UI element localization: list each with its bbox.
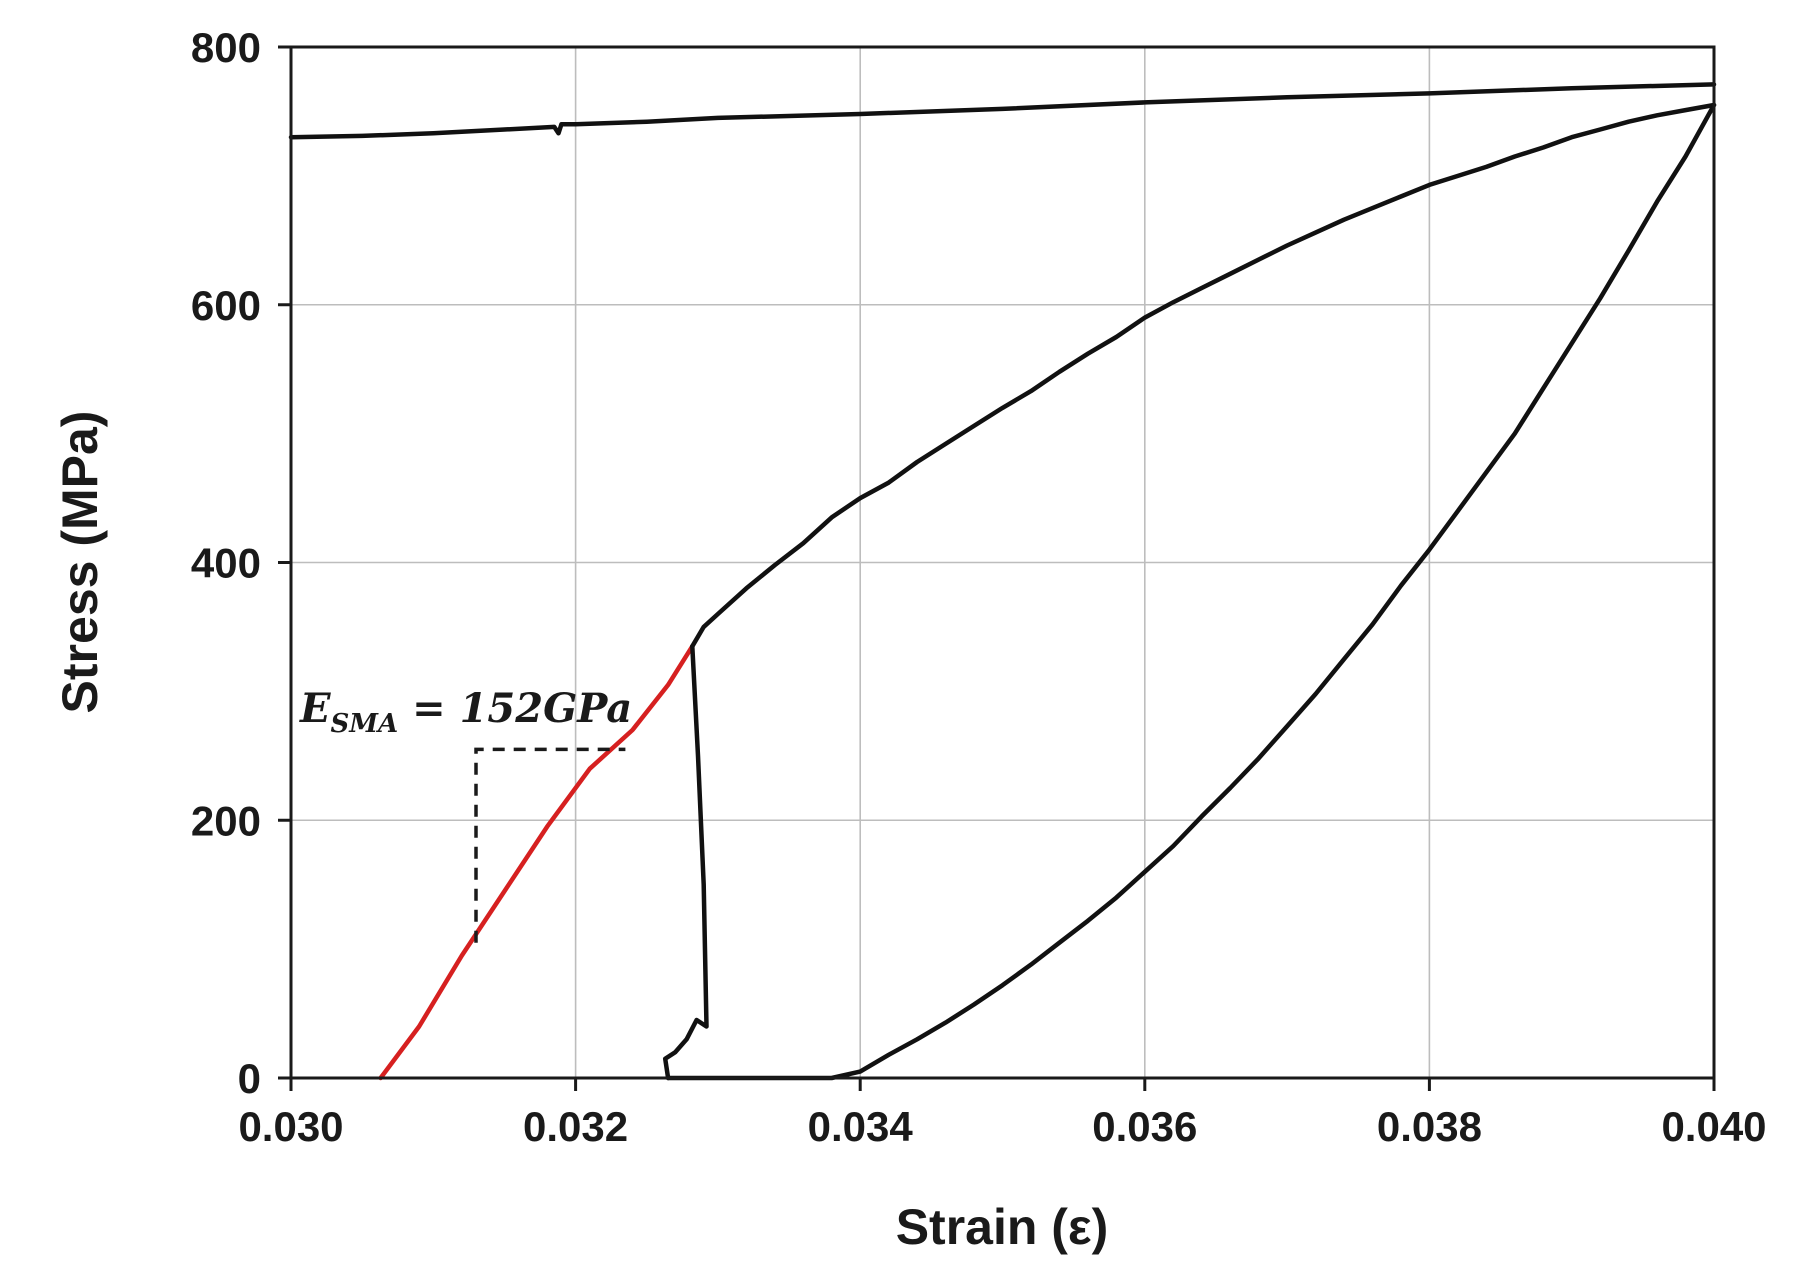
y-axis-title: Stress (MPa) (52, 411, 108, 714)
series-line-5 (288, 82, 1717, 140)
modulus-label: ESMA = 152GPa (299, 685, 632, 739)
y-tick-label: 200 (191, 797, 261, 844)
modulus-label-value: = 152GPa (398, 685, 632, 732)
modulus-label-main: E (299, 685, 331, 732)
series-line-1 (378, 644, 695, 1081)
x-axis-title: Strain (ε) (896, 1199, 1109, 1255)
series-line-4 (662, 644, 709, 1081)
y-tick-label: 800 (191, 24, 261, 71)
modulus-label-sub: SMA (331, 709, 399, 739)
series-line-3 (665, 102, 1717, 1081)
grid-lines (291, 47, 1714, 1078)
y-tick-label: 0 (238, 1055, 261, 1102)
series-line-2 (690, 102, 1717, 649)
x-tick-label: 0.040 (1661, 1103, 1766, 1150)
slope-guide-dashed (474, 747, 626, 943)
x-tick-label: 0.032 (523, 1103, 628, 1150)
data-series (288, 82, 1717, 1081)
axis-ticks: 0.030 0.032 0.034 0.036 0.038 0.040 0 200 400 600… (191, 24, 1767, 1150)
y-tick-label: 600 (191, 282, 261, 329)
x-tick-label: 0.036 (1092, 1103, 1197, 1150)
modulus-annotation: ESMA = 152GPa (299, 685, 632, 943)
x-tick-label: 0.030 (238, 1103, 343, 1150)
y-tick-label: 400 (191, 540, 261, 587)
x-tick-label: 0.038 (1377, 1103, 1482, 1150)
x-tick-label: 0.034 (808, 1103, 914, 1150)
